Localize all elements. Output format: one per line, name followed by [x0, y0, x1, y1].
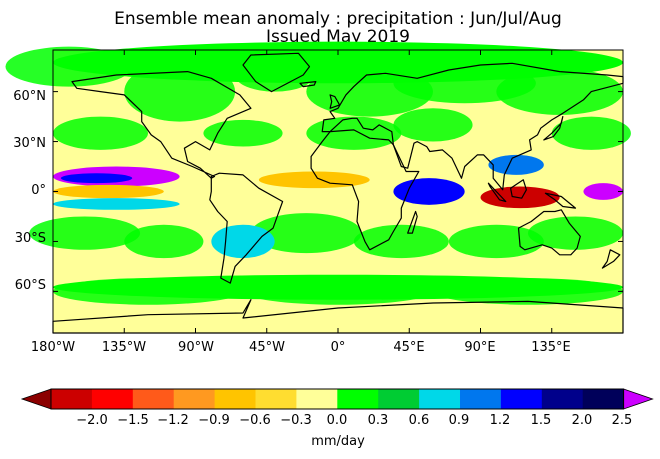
- anomaly-region-south-america-wet: [211, 224, 275, 259]
- colorbar-segment: [255, 389, 297, 409]
- colorbar-segment: [460, 389, 502, 409]
- lat-label-30n: 30°N: [13, 136, 46, 151]
- colorbar-extend-high: [623, 388, 654, 410]
- colorbar-frame: [50, 388, 625, 410]
- coastline-new-guinea: [544, 192, 577, 209]
- wet-anomaly-blob: [528, 216, 623, 250]
- coastline-madagascar: [407, 210, 418, 234]
- colorbar-segment: [214, 389, 256, 409]
- wet-anomaly-blob: [353, 224, 449, 259]
- colorbar-units: mm/day: [311, 434, 365, 449]
- colorbar-tick-label: −0.6: [239, 413, 271, 428]
- colorbar-segment: [91, 389, 134, 409]
- coastline-south-america: [209, 172, 284, 284]
- coastline-iceland: [299, 81, 317, 88]
- anomaly-region-arctic-wet: [53, 41, 623, 84]
- coastline-new-zealand: [601, 249, 621, 269]
- colorbar-segment: [173, 389, 216, 409]
- wet-anomaly-blob: [496, 68, 623, 115]
- colorbar-tick-label: 0.0: [326, 413, 348, 428]
- colorbar-tick-label: 2.0: [571, 413, 593, 428]
- coastline-australia: [517, 209, 581, 256]
- anomaly-region-indochina-wet: [488, 154, 544, 175]
- anomaly-region-southern-ocean-mixed: [53, 274, 623, 300]
- lon-label-90w: 90°W: [178, 340, 214, 355]
- wet-anomaly-blob: [393, 108, 473, 142]
- wet-anomaly-blob: [124, 224, 204, 259]
- lon-label-0: 0°: [330, 340, 346, 355]
- colorbar-tick-label: 1.2: [489, 413, 511, 428]
- map-subtitle: Issued May 2019: [266, 27, 410, 47]
- coastline-north-america: [71, 71, 252, 179]
- colorbar-segment: [337, 389, 379, 409]
- colorbar: [20, 388, 654, 410]
- colorbar-tick-label: −0.3: [280, 413, 312, 428]
- colorbar-tick-label: −2.0: [76, 413, 108, 428]
- coastline-uk: [329, 94, 341, 109]
- anomaly-region-central-pacific-wet-core: [60, 173, 133, 184]
- colorbar-segment: [541, 389, 584, 409]
- lat-label-60n: 60°N: [13, 89, 46, 104]
- lat-label-60s: 60°S: [14, 278, 46, 293]
- lon-label-45e: 45°E: [393, 340, 425, 355]
- colorbar-segment: [500, 389, 543, 409]
- colorbar-segment: [51, 389, 93, 409]
- colorbar-segment: [132, 389, 175, 409]
- wet-anomaly-blob: [53, 116, 148, 150]
- colorbar-segment: [419, 389, 461, 409]
- wet-anomaly-blob: [551, 116, 631, 150]
- lon-label-45w: 45°W: [249, 340, 285, 355]
- coastline-sumatra: [487, 182, 507, 203]
- coastline-eurasia: [321, 62, 624, 191]
- wet-anomaly-blob: [250, 213, 362, 254]
- coastline-africa: [310, 129, 420, 251]
- colorbar-tick-label: −1.5: [117, 413, 149, 428]
- anomaly-region-west-pacific-wet-core: [583, 183, 623, 200]
- wet-anomaly-blob: [203, 119, 283, 147]
- colorbar-segment: [296, 389, 338, 409]
- coastline-greenland: [242, 52, 311, 93]
- wet-anomaly-blob: [306, 116, 402, 150]
- anomaly-region-south-pacific-wet-strip: [53, 198, 180, 210]
- precipitation-anomaly-map: [5, 41, 631, 334]
- anomaly-region-equatorial-pacific-dry-band: [53, 184, 164, 199]
- colorbar-tick-label: −1.2: [157, 413, 189, 428]
- colorbar-tick-label: −0.9: [198, 413, 230, 428]
- colorbar-tick-label: 0.9: [448, 413, 470, 428]
- coastline-borneo: [510, 179, 527, 199]
- lat-label-0: 0°: [31, 183, 46, 198]
- coastline-japan: [543, 116, 564, 141]
- colorbar-segment: [378, 389, 420, 409]
- lon-label-180w: 180°W: [30, 340, 76, 355]
- colorbar-tick-label: 2.5: [611, 413, 633, 428]
- lon-label-90e: 90°E: [464, 340, 496, 355]
- lat-label-30s: 30°S: [14, 231, 46, 246]
- lon-label-135w: 135°W: [101, 340, 147, 355]
- map-title: Ensemble mean anomaly : precipitation : …: [114, 9, 562, 29]
- colorbar-extend-low: [20, 388, 52, 410]
- lon-label-135e: 135°E: [531, 340, 571, 355]
- colorbar-tick-label: 1.5: [530, 413, 552, 428]
- colorbar-tick-label: 0.6: [408, 413, 430, 428]
- colorbar-segment: [582, 389, 625, 409]
- wet-anomaly-blob: [448, 224, 544, 259]
- colorbar-tick-label: 0.3: [367, 413, 389, 428]
